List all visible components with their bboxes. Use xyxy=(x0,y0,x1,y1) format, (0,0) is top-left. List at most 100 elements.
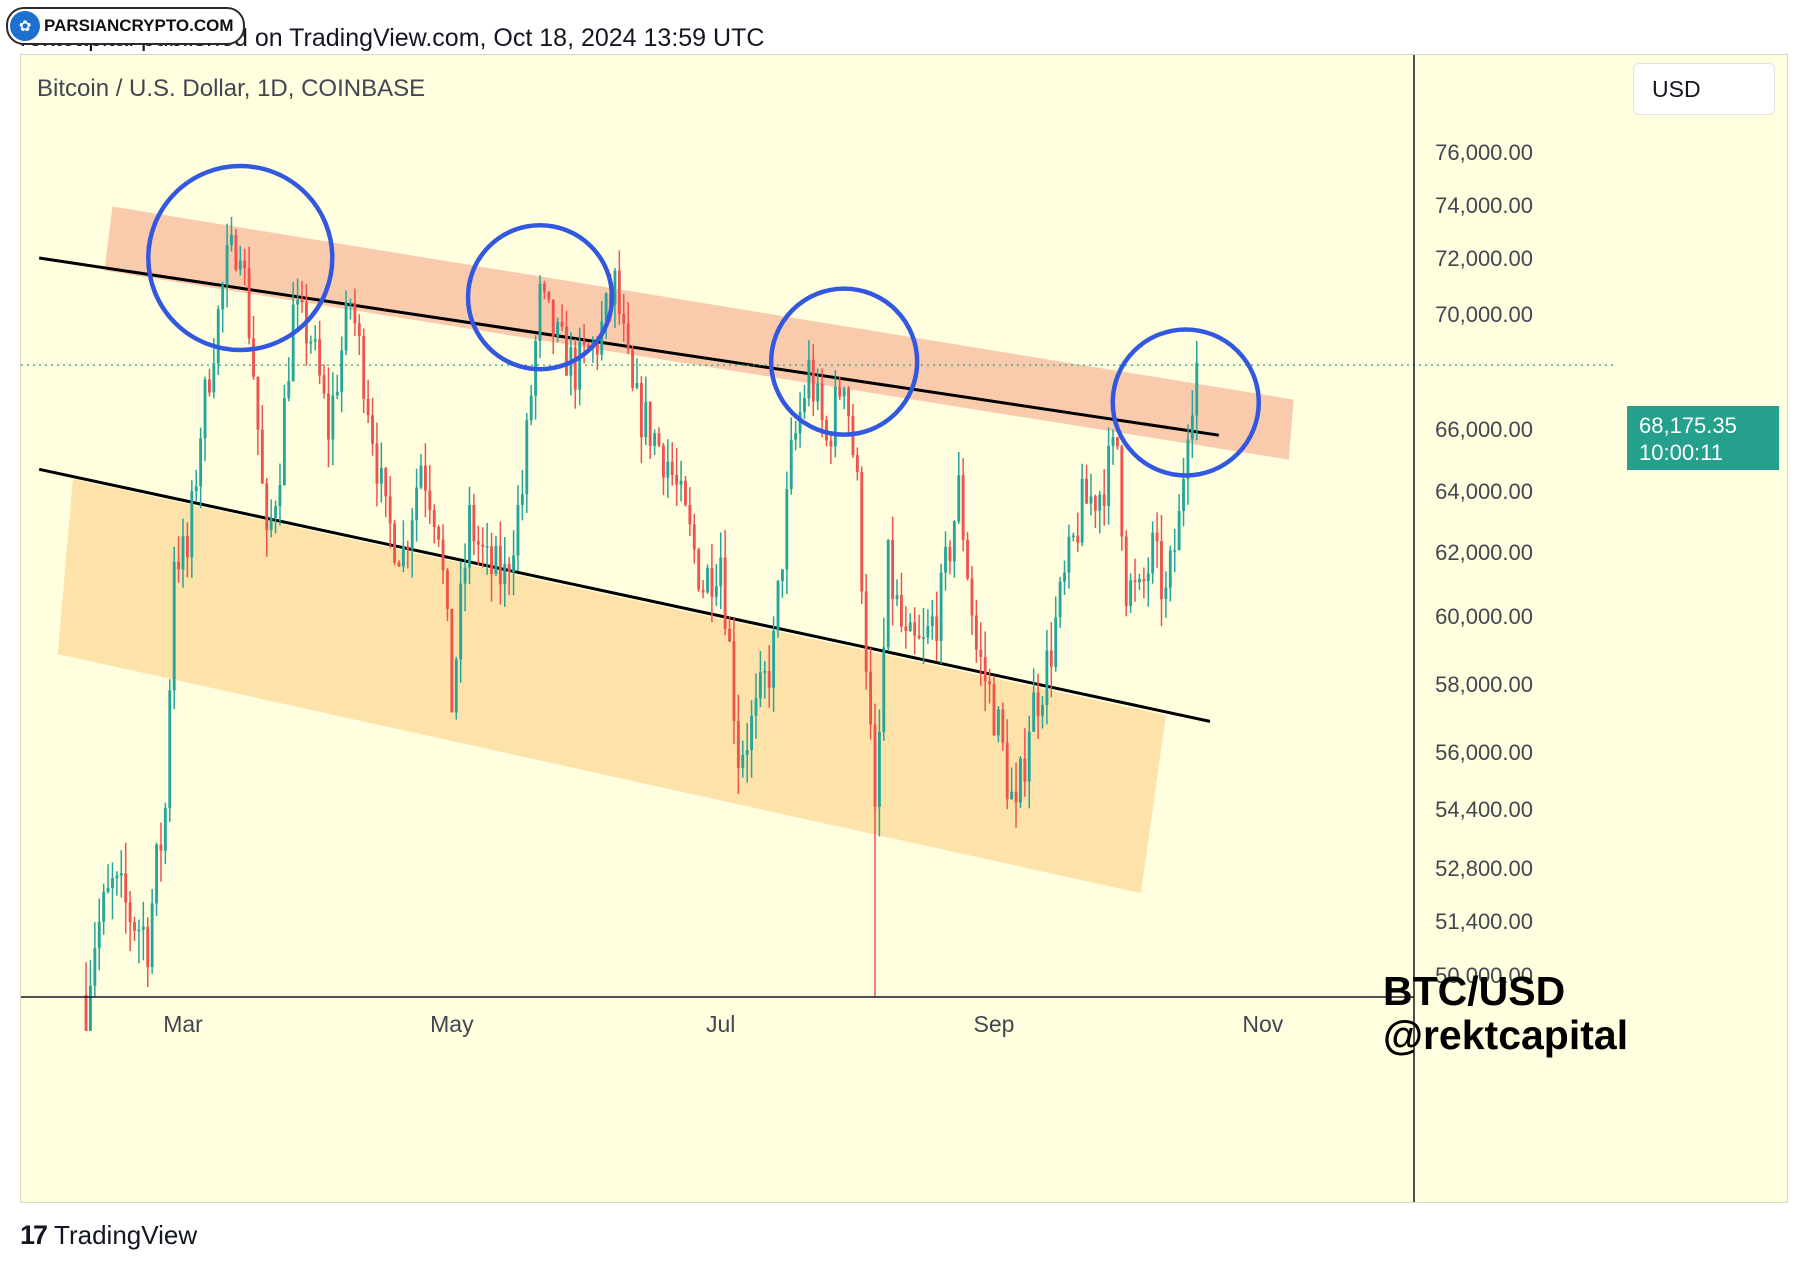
candle-body xyxy=(93,948,97,986)
candle-body xyxy=(234,235,238,270)
candle-up xyxy=(1146,557,1150,607)
candle-down xyxy=(675,447,679,506)
candle-up xyxy=(842,386,846,410)
candle-up xyxy=(750,700,754,778)
candle-down xyxy=(542,280,546,300)
candle-body xyxy=(423,465,427,491)
candle-body xyxy=(860,472,864,592)
candle-down xyxy=(684,475,687,507)
candle-down xyxy=(256,376,260,456)
peak-circle xyxy=(465,222,615,372)
candle-body xyxy=(507,563,511,573)
candle-body xyxy=(247,268,251,339)
candle-body xyxy=(670,461,674,475)
candle-body xyxy=(401,546,405,567)
candle-up xyxy=(221,281,225,333)
candle-down xyxy=(1093,494,1097,529)
candle-up xyxy=(772,616,776,712)
candle-down xyxy=(992,675,996,737)
candle-down xyxy=(1085,464,1088,504)
candle-body xyxy=(1049,650,1053,667)
candle-body xyxy=(992,684,996,736)
candle-body xyxy=(212,363,216,393)
candle-up xyxy=(1186,424,1190,505)
candle-body xyxy=(525,420,529,495)
candle-body xyxy=(238,260,242,270)
candle-down xyxy=(732,618,736,745)
candle-body xyxy=(163,808,167,851)
candle-up xyxy=(1045,629,1049,725)
price-chart[interactable]: Mar May Jul Sep Nov 76,000.00 74,000.00 72,000.… xyxy=(21,55,1787,1202)
candle-body xyxy=(1142,579,1146,582)
candle-body xyxy=(327,393,330,440)
candle-down xyxy=(406,540,410,569)
candle-down xyxy=(1142,567,1146,599)
y-tick-label: 56,000.00 xyxy=(1435,740,1533,765)
candle-body xyxy=(979,649,983,657)
candle-up xyxy=(344,290,348,356)
footer[interactable]: 17 TradingView xyxy=(20,1220,197,1251)
candle-body xyxy=(419,465,423,488)
candle-body xyxy=(922,637,925,639)
candle-up xyxy=(939,563,943,664)
last-price-label: 68,175.35 10:00:11 xyxy=(1627,406,1779,470)
candle-up xyxy=(230,216,233,252)
candle-body xyxy=(432,510,436,527)
candle-up xyxy=(463,543,467,612)
candle-body xyxy=(635,383,639,388)
candle-body xyxy=(291,304,295,381)
candle-body xyxy=(185,536,189,558)
x-tick-label: Sep xyxy=(974,1011,1015,1037)
candle-body xyxy=(415,487,419,521)
candle-body xyxy=(485,546,489,548)
x-tick-label: May xyxy=(430,1011,474,1037)
candle-body xyxy=(789,439,793,490)
candle-body xyxy=(269,517,273,531)
candle-body xyxy=(970,578,974,616)
candle-body xyxy=(587,344,590,349)
candle-body xyxy=(1151,532,1155,574)
candle-up xyxy=(957,451,961,524)
candle-body xyxy=(882,647,886,732)
candle-up xyxy=(1138,573,1141,591)
candle-up xyxy=(1177,494,1181,551)
candle-up xyxy=(613,268,617,328)
candle-up xyxy=(111,862,114,920)
currency-button[interactable]: USD xyxy=(1633,63,1775,115)
candle-body xyxy=(437,526,441,540)
candle-body xyxy=(816,383,820,402)
candle-up xyxy=(803,385,806,419)
chart-panel[interactable]: Mar May Jul Sep Nov 76,000.00 74,000.00 72,000.… xyxy=(20,54,1788,1203)
candle-body xyxy=(838,386,842,397)
candle-up xyxy=(1058,576,1062,628)
candle-body xyxy=(1155,532,1159,542)
candle-body xyxy=(886,540,890,648)
candle-up xyxy=(485,522,489,575)
candle-up xyxy=(106,864,110,894)
candle-body xyxy=(750,715,754,751)
y-tick-label: 72,000.00 xyxy=(1435,246,1533,271)
symbol-title[interactable]: Bitcoin / U.S. Dollar, 1D, COINBASE xyxy=(37,75,426,102)
candle-up xyxy=(666,439,670,498)
candle-body xyxy=(626,323,630,350)
candle-down xyxy=(208,368,211,397)
candle-up xyxy=(908,613,912,632)
candle-down xyxy=(1001,702,1005,751)
candle-down xyxy=(450,608,454,713)
candle-down xyxy=(393,519,396,565)
candle-up xyxy=(278,463,282,526)
candle-body xyxy=(322,375,326,394)
x-tick-label: Mar xyxy=(163,1011,203,1037)
candle-down xyxy=(900,572,903,633)
candle-down xyxy=(234,229,238,272)
candle-body xyxy=(917,635,921,639)
candle-body xyxy=(1093,496,1097,511)
candle-down xyxy=(446,568,449,622)
candle-down xyxy=(869,647,873,740)
candle-down xyxy=(970,566,974,635)
candle-down xyxy=(710,544,714,623)
candle-down xyxy=(384,467,388,518)
candle-body xyxy=(957,475,961,522)
y-tick-label: 70,000.00 xyxy=(1435,302,1533,327)
candle-up xyxy=(454,656,458,720)
